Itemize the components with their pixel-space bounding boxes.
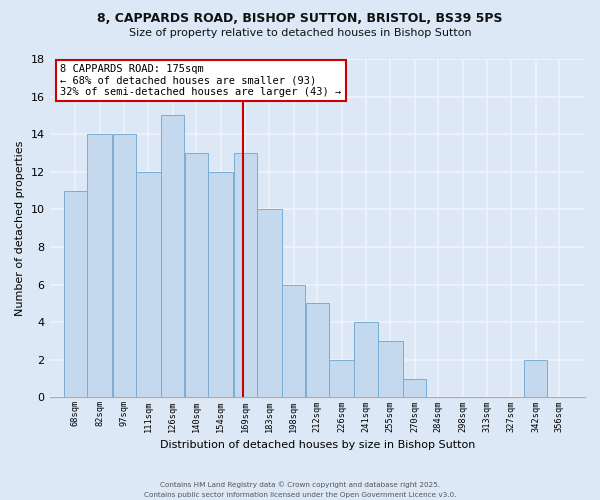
X-axis label: Distribution of detached houses by size in Bishop Sutton: Distribution of detached houses by size … [160,440,475,450]
Bar [161,116,184,398]
Text: Contains public sector information licensed under the Open Government Licence v3: Contains public sector information licen… [144,492,456,498]
Bar [355,322,377,398]
Bar [524,360,547,398]
Bar [113,134,136,398]
Bar [208,172,233,398]
Bar [233,153,257,398]
Bar [282,284,305,398]
Text: Contains HM Land Registry data © Crown copyright and database right 2025.: Contains HM Land Registry data © Crown c… [160,481,440,488]
Bar [88,134,112,398]
Bar [378,341,403,398]
Bar [306,304,329,398]
Text: 8, CAPPARDS ROAD, BISHOP SUTTON, BRISTOL, BS39 5PS: 8, CAPPARDS ROAD, BISHOP SUTTON, BRISTOL… [97,12,503,26]
Text: Size of property relative to detached houses in Bishop Sutton: Size of property relative to detached ho… [128,28,472,38]
Bar [185,153,208,398]
Bar [64,190,87,398]
Bar [403,378,426,398]
Bar [136,172,161,398]
Text: 8 CAPPARDS ROAD: 175sqm
← 68% of detached houses are smaller (93)
32% of semi-de: 8 CAPPARDS ROAD: 175sqm ← 68% of detache… [60,64,341,98]
Bar [329,360,354,398]
Bar [257,210,282,398]
Y-axis label: Number of detached properties: Number of detached properties [15,140,25,316]
